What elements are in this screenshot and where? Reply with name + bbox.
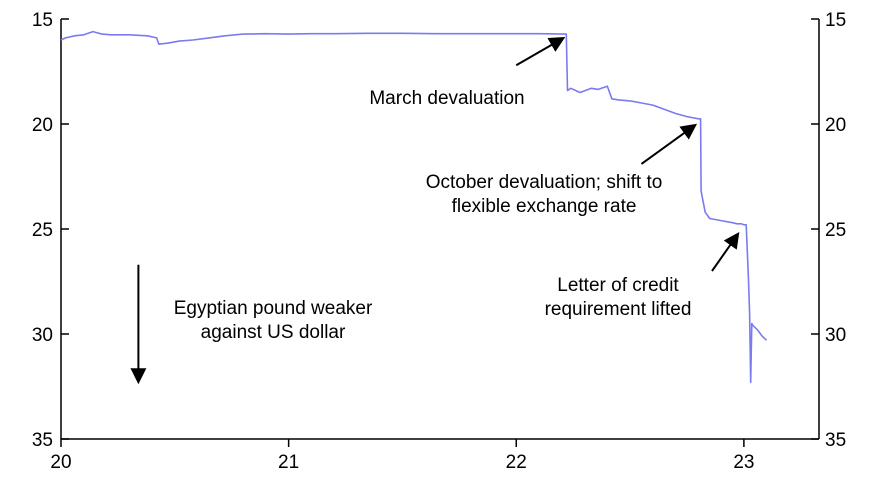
series-layer: [60, 30, 768, 384]
annotation-text: against US dollar: [201, 322, 346, 343]
x-tick-label: 23: [733, 452, 754, 473]
left-y-tick-label: 15: [32, 10, 53, 31]
annotation-text: March devaluation: [369, 88, 524, 109]
right-y-tick-label: 20: [825, 115, 846, 136]
annotations-layer: March devaluation October devaluation; sh…: [130, 36, 740, 385]
right-y-tick-label: 30: [825, 325, 846, 346]
left-y-tick-label: 25: [32, 220, 53, 241]
exchange-rate-line: [60, 30, 768, 384]
annotation-text: October devaluation; shift to: [426, 172, 663, 193]
annotation-text: Letter of credit: [557, 275, 679, 296]
right-y-tick-label: 15: [825, 10, 846, 31]
x-tick-label: 21: [278, 452, 299, 473]
left-y-tick-label: 30: [32, 325, 53, 346]
annotation-arrow: [711, 232, 740, 272]
x-tick-label: 20: [50, 452, 71, 473]
annotation-arrow: [640, 123, 698, 165]
left-y-tick-label: 35: [32, 430, 53, 451]
right-y-tick-label: 35: [825, 430, 846, 451]
annotation-arrow: [515, 36, 566, 67]
annotation-text: requirement lifted: [545, 299, 692, 320]
right-y-tick-label: 25: [825, 220, 846, 241]
annotation-text: flexible exchange rate: [452, 196, 637, 217]
annotation-text: Egyptian pound weaker: [174, 298, 373, 319]
left-y-tick-label: 20: [32, 115, 53, 136]
x-tick-label: 22: [506, 452, 527, 473]
